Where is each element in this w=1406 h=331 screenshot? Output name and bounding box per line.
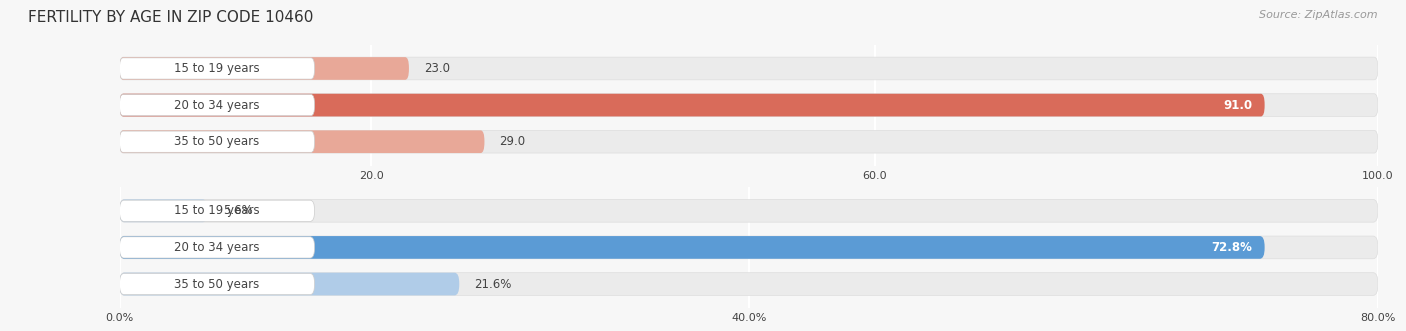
FancyBboxPatch shape (120, 130, 485, 153)
FancyBboxPatch shape (120, 130, 1378, 153)
FancyBboxPatch shape (120, 237, 315, 258)
Text: 21.6%: 21.6% (474, 277, 512, 291)
Text: 72.8%: 72.8% (1211, 241, 1251, 254)
Text: Source: ZipAtlas.com: Source: ZipAtlas.com (1260, 10, 1378, 20)
FancyBboxPatch shape (120, 94, 1264, 117)
Text: 29.0: 29.0 (499, 135, 526, 148)
Text: 23.0: 23.0 (425, 62, 450, 75)
Text: 20 to 34 years: 20 to 34 years (174, 241, 260, 254)
FancyBboxPatch shape (120, 131, 315, 152)
Text: 15 to 19 years: 15 to 19 years (174, 62, 260, 75)
FancyBboxPatch shape (120, 57, 409, 80)
Text: 20 to 34 years: 20 to 34 years (174, 99, 260, 112)
FancyBboxPatch shape (120, 200, 208, 222)
FancyBboxPatch shape (120, 273, 315, 295)
FancyBboxPatch shape (120, 273, 1378, 295)
Text: FERTILITY BY AGE IN ZIP CODE 10460: FERTILITY BY AGE IN ZIP CODE 10460 (28, 10, 314, 25)
FancyBboxPatch shape (120, 236, 1378, 259)
FancyBboxPatch shape (120, 57, 1378, 80)
FancyBboxPatch shape (120, 58, 315, 79)
FancyBboxPatch shape (120, 94, 1378, 117)
Text: 91.0: 91.0 (1223, 99, 1251, 112)
FancyBboxPatch shape (120, 273, 460, 295)
FancyBboxPatch shape (120, 200, 1378, 222)
FancyBboxPatch shape (120, 94, 315, 116)
FancyBboxPatch shape (120, 236, 1264, 259)
Text: 15 to 19 years: 15 to 19 years (174, 204, 260, 217)
Text: 5.6%: 5.6% (222, 204, 253, 217)
FancyBboxPatch shape (120, 200, 315, 221)
Text: 35 to 50 years: 35 to 50 years (174, 277, 260, 291)
Text: 35 to 50 years: 35 to 50 years (174, 135, 260, 148)
